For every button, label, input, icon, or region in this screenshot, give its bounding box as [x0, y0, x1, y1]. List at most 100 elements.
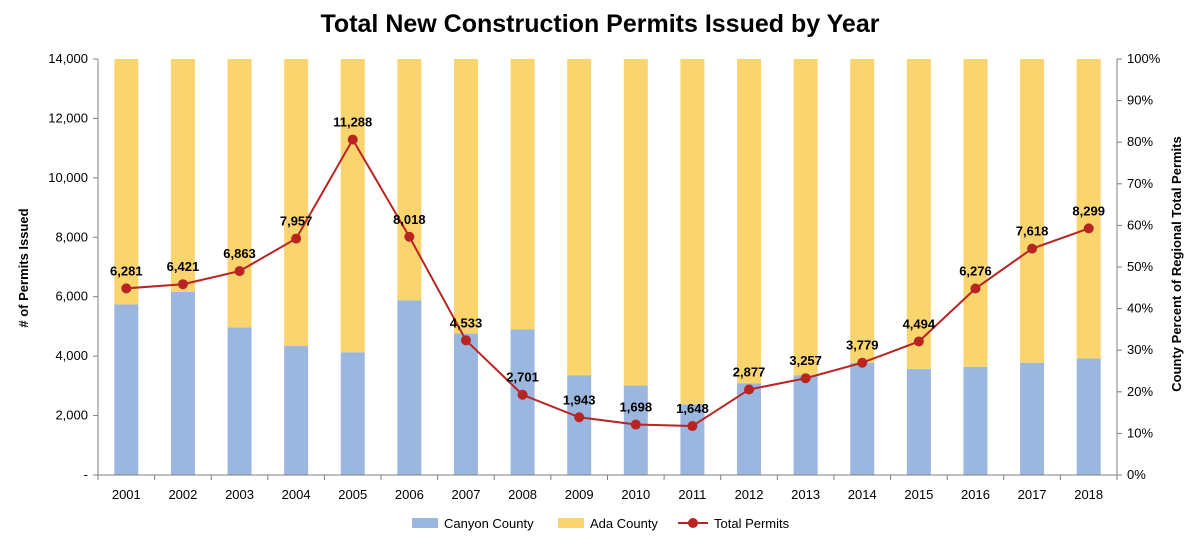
total-permits-point-2013	[800, 373, 811, 384]
total-permits-data-label: 1,943	[563, 392, 596, 407]
bar-canyon-2011	[680, 404, 705, 475]
total-permits-point-2010	[630, 419, 641, 430]
x-tick-label: 2014	[848, 487, 877, 502]
total-permits-data-label: 11,288	[333, 115, 372, 130]
total-permits-data-label: 6,276	[959, 264, 992, 279]
bar-canyon-2008	[510, 329, 535, 475]
bar-canyon-2002	[170, 291, 195, 475]
y-tick-label: -	[84, 467, 88, 482]
y2-tick-label: 30%	[1127, 342, 1153, 357]
bar-ada-2008	[510, 59, 535, 330]
x-tick-label: 2017	[1018, 487, 1047, 502]
y2-tick-label: 70%	[1127, 176, 1153, 191]
bar-ada-2014	[850, 59, 875, 363]
y2-tick-label: 60%	[1127, 217, 1153, 232]
total-permits-data-label: 1,648	[676, 401, 709, 416]
legend-label-canyon: Canyon County	[444, 516, 534, 531]
y2-tick-label: 40%	[1127, 301, 1153, 316]
x-tick-label: 2003	[225, 487, 254, 502]
total-permits-point-2018	[1083, 223, 1094, 234]
y-tick-label: 8,000	[55, 229, 88, 244]
total-permits-data-label: 6,863	[223, 246, 256, 261]
bar-ada-2011	[680, 59, 705, 405]
x-tick-label: 2002	[168, 487, 197, 502]
y2-tick-label: 80%	[1127, 134, 1153, 149]
legend-label-ada: Ada County	[590, 516, 658, 531]
total-permits-point-2016	[970, 283, 981, 294]
y-tick-label: 14,000	[48, 51, 88, 66]
bar-canyon-2016	[963, 366, 988, 475]
legend-label-total: Total Permits	[714, 516, 790, 531]
total-permits-point-2001	[121, 283, 132, 294]
bar-canyon-2014	[850, 362, 875, 475]
total-permits-data-label: 6,281	[110, 263, 143, 278]
bar-ada-2003	[227, 59, 252, 328]
bar-canyon-2015	[906, 368, 931, 475]
bar-canyon-2003	[227, 327, 252, 475]
bar-canyon-2017	[1020, 362, 1045, 475]
total-permits-point-2005	[347, 134, 358, 145]
total-permits-data-label: 1,698	[620, 400, 653, 415]
y2-tick-label: 10%	[1127, 425, 1153, 440]
bar-canyon-2013	[793, 375, 818, 475]
bar-layer	[114, 59, 1101, 475]
x-tick-label: 2013	[791, 487, 820, 502]
y2-tick-label: 100%	[1127, 51, 1161, 66]
x-tick-label: 2005	[338, 487, 367, 502]
data-labels-layer: 6,281 6,421 6,863 7,957 11,288 8,018 4,533 2,70…	[110, 115, 1105, 416]
total-permits-data-label: 7,618	[1016, 224, 1049, 239]
total-permits-data-label: 4,494	[903, 316, 936, 331]
total-permits-point-2004	[291, 233, 302, 244]
bar-canyon-2018	[1076, 358, 1101, 475]
bar-ada-2005	[340, 59, 365, 353]
x-tick-label: 2004	[282, 487, 311, 502]
total-permits-point-2009	[574, 412, 585, 423]
total-permits-point-2012	[744, 384, 755, 395]
bar-canyon-2012	[737, 383, 762, 475]
bar-ada-2012	[737, 59, 762, 384]
x-tick-label: 2006	[395, 487, 424, 502]
total-permits-point-2006	[404, 231, 415, 242]
total-permits-data-label: 8,018	[393, 212, 426, 227]
total-permits-point-2007	[460, 335, 471, 346]
y-axis-label: # of Permits Issued	[16, 208, 31, 327]
legend: Canyon County Ada County Total Permits	[412, 516, 790, 531]
bar-ada-2018	[1076, 59, 1101, 359]
y2-tick-label: 20%	[1127, 384, 1153, 399]
x-tick-label: 2001	[112, 487, 141, 502]
y-tick-label: 12,000	[48, 110, 88, 125]
total-permits-data-label: 3,257	[789, 353, 822, 368]
total-permits-data-label: 2,701	[506, 370, 539, 385]
total-permits-point-2002	[177, 279, 188, 290]
y-tick-label: 4,000	[55, 348, 88, 363]
bar-canyon-2006	[397, 300, 422, 475]
y2-tick-label: 50%	[1127, 259, 1153, 274]
total-permits-point-2015	[913, 336, 924, 347]
bar-canyon-2001	[114, 304, 139, 475]
total-permits-data-label: 2,877	[733, 365, 766, 380]
bar-canyon-2007	[453, 333, 478, 475]
bar-ada-2004	[284, 59, 309, 347]
bar-ada-2017	[1020, 59, 1045, 363]
bar-ada-2010	[623, 59, 648, 386]
y2-tick-label: 90%	[1127, 93, 1153, 108]
x-tick-label: 2009	[565, 487, 594, 502]
total-permits-data-label: 3,779	[846, 338, 879, 353]
total-permits-data-label: 8,299	[1072, 203, 1105, 218]
total-permits-line	[126, 137, 1090, 428]
bar-ada-2009	[567, 59, 592, 376]
x-tick-label: 2012	[735, 487, 764, 502]
bar-canyon-2005	[340, 352, 365, 475]
total-permits-data-label: 7,957	[280, 214, 313, 229]
legend-swatch-canyon	[412, 518, 438, 528]
bar-ada-2002	[170, 59, 195, 292]
total-permits-data-label: 4,533	[450, 315, 483, 330]
total-permits-line-layer	[121, 134, 1094, 432]
chart-title: Total New Construction Permits Issued by…	[321, 10, 880, 38]
bar-ada-2006	[397, 59, 422, 301]
x-tick-label: 2018	[1074, 487, 1103, 502]
legend-swatch-total-marker	[688, 518, 698, 528]
x-tick-label: 2016	[961, 487, 990, 502]
bar-canyon-2010	[623, 385, 648, 475]
